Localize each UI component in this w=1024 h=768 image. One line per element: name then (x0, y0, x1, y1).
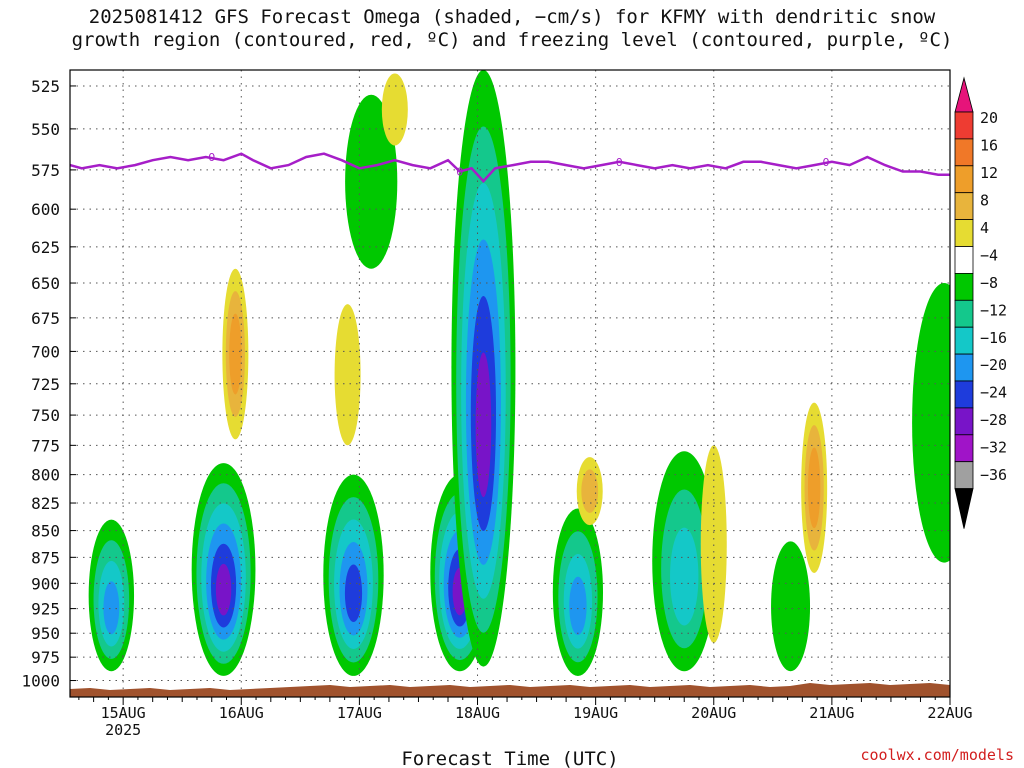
y-tick-label-775: 775 (31, 436, 60, 455)
colorbar-bottom-triangle (954, 488, 974, 529)
sinking-cell-5-level-0 (381, 73, 408, 146)
x-tick-label-0: 15AUG (101, 704, 146, 722)
x-tick-label-3: 18AUG (455, 704, 500, 722)
y-tick-label-875: 875 (31, 548, 60, 567)
colorbar-label-3: 8 (980, 191, 989, 209)
ground-terrain (70, 683, 950, 697)
colorbar-segment-9 (954, 326, 974, 355)
x-tick-label-1: 16AUG (219, 704, 264, 722)
colorbar-label-6: −8 (980, 274, 998, 292)
x-tick-label-5: 20AUG (691, 704, 736, 722)
y-tick-label-975: 975 (31, 648, 60, 667)
x-tick-label-4: 19AUG (573, 704, 618, 722)
colorbar-segment-12 (954, 407, 974, 436)
y-tick-label-625: 625 (31, 238, 60, 257)
y-tick-label-550: 550 (31, 120, 60, 139)
colorbar-segment-13 (954, 434, 974, 463)
colorbar-segment-3 (954, 165, 974, 194)
colorbar-label-13: −36 (980, 466, 1007, 484)
freezing-level-label-3: 0 (822, 156, 829, 169)
y-tick-label-825: 825 (31, 494, 60, 513)
sinking-cell-0-level-2 (229, 313, 242, 395)
y-tick-label-925: 925 (31, 600, 60, 619)
colorbar-top-triangle (954, 76, 974, 113)
freezing-level-label-0: 0 (208, 151, 215, 164)
colorbar-segment-7 (954, 272, 974, 301)
y-tick-label-800: 800 (31, 466, 60, 485)
x-axis-label: Forecast Time (UTC) (401, 748, 618, 768)
colorbar-label-8: −16 (980, 329, 1007, 347)
omega-cell-6-level-2 (670, 527, 699, 626)
omega-cell-0-level-3 (103, 581, 120, 635)
omega-cell-5-level-3 (569, 576, 587, 635)
colorbar-label-9: −20 (980, 356, 1007, 374)
colorbar-label-5: −4 (980, 246, 998, 264)
omega-cell-1-level-5 (215, 563, 232, 616)
colorbar-label-12: −32 (980, 439, 1007, 457)
sinking-cell-3-level-0 (700, 445, 727, 643)
colorbar-label-2: 12 (980, 164, 998, 182)
colorbar-segment-14 (954, 461, 974, 490)
chart-title: 2025081412 GFS Forecast Omega (shaded, −… (0, 6, 1024, 52)
x-tick-label-6: 21AUG (809, 704, 854, 722)
title-line-2: growth region (contoured, red, ºC) and f… (71, 29, 953, 51)
colorbar-segment-8 (954, 299, 974, 328)
y-axis: 525 550 575 600 625 650 675 700 725 750 775 800 825 8… (21, 77, 76, 691)
sinking-cell-4-level-2 (807, 447, 821, 529)
y-tick-label-600: 600 (31, 200, 60, 219)
omega-cell-2-level-4 (344, 564, 363, 623)
y-tick-label-675: 675 (31, 309, 60, 328)
omega-shading (88, 70, 950, 676)
y-tick-label-900: 900 (31, 574, 60, 593)
colorbar-label-11: −28 (980, 411, 1007, 429)
omega-cell-8-level-0 (912, 283, 950, 563)
sinking-cell-2-level-1 (581, 469, 599, 513)
freezing-level-line (70, 152, 950, 183)
colorbar-label-4: 4 (980, 219, 989, 237)
colorbar-label-1: 16 (980, 136, 998, 154)
colorbar-segment-11 (954, 380, 974, 409)
credit-link[interactable]: coolwx.com/models (860, 746, 1014, 764)
colorbar-segment-10 (954, 353, 974, 382)
colorbar-segment-2 (954, 138, 974, 167)
y-tick-label-650: 650 (31, 274, 60, 293)
x-tick-label-2: 17AUG (337, 704, 382, 722)
y-tick-label-525: 525 (31, 77, 60, 96)
freezing-level-label-2: 0 (616, 156, 623, 169)
freezing-level-label-1: 0 (456, 166, 463, 179)
colorbar-label-10: −24 (980, 384, 1007, 402)
sinking-cell-1-level-0 (334, 304, 361, 446)
x-tick-label-7: 22AUG (927, 704, 972, 722)
y-tick-label-950: 950 (31, 624, 60, 643)
colorbar-segment-5 (954, 219, 974, 247)
colorbar-segment-4 (954, 192, 974, 220)
colorbar-segment-6 (954, 246, 974, 274)
y-tick-label-725: 725 (31, 375, 60, 394)
omega-cell-7-level-0 (771, 541, 811, 672)
y-tick-label-850: 850 (31, 522, 60, 541)
omega-cell-9-level-0 (345, 94, 398, 269)
colorbar-label-7: −12 (980, 301, 1007, 319)
colorbar-segment-1 (954, 111, 974, 140)
x-tick-sublabel-0: 2025 (105, 721, 141, 739)
y-tick-label-575: 575 (31, 161, 60, 180)
colorbar-legend: 20 16 12 8 4 −4 −8 −12 −16 −20 −24 −28 −32 −36 (954, 76, 1007, 529)
y-tick-label-750: 750 (31, 406, 60, 425)
colorbar-label-0: 20 (980, 109, 998, 127)
y-tick-label-1000: 1000 (21, 672, 60, 691)
title-line-1: 2025081412 GFS Forecast Omega (shaded, −… (88, 6, 936, 28)
y-tick-label-700: 700 (31, 342, 60, 361)
omega-cell-4-level-5 (475, 352, 492, 498)
freezing-level-contour: 0 0 0 0 (70, 151, 950, 183)
